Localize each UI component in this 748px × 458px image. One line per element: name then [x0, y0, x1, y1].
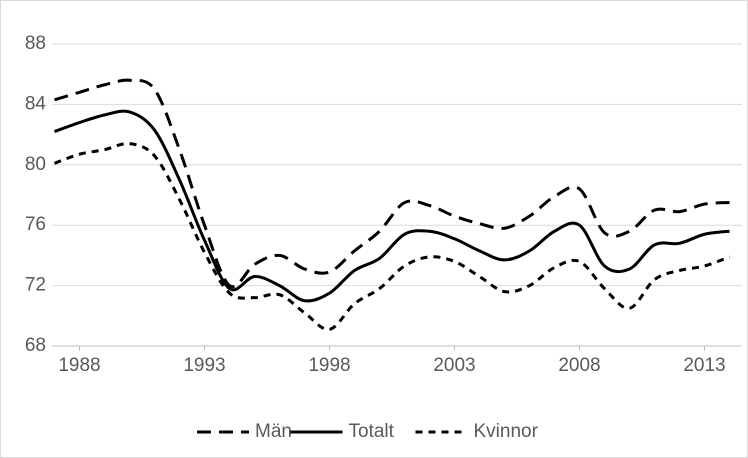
x-tick-label: 2008 [558, 355, 600, 376]
y-tick-label: 80 [25, 154, 46, 175]
legend-label: Kvinnor [474, 421, 539, 442]
legend-label: Män [255, 421, 292, 442]
x-tick-label: 1988 [58, 355, 100, 376]
legend-label: Totalt [349, 421, 395, 442]
x-tick-label: 2003 [433, 355, 475, 376]
y-tick-label: 84 [25, 93, 47, 114]
y-tick-label: 68 [25, 335, 46, 356]
series-line [53, 142, 731, 331]
series-line [54, 78, 730, 289]
x-tick-label: 1998 [308, 355, 350, 376]
x-tick-label: 1993 [183, 355, 225, 376]
series-line [53, 109, 730, 303]
y-tick-label: 76 [25, 214, 46, 235]
y-tick-label: 88 [25, 33, 46, 54]
y-tick-label: 72 [25, 275, 46, 296]
x-tick-label: 2013 [683, 355, 725, 376]
